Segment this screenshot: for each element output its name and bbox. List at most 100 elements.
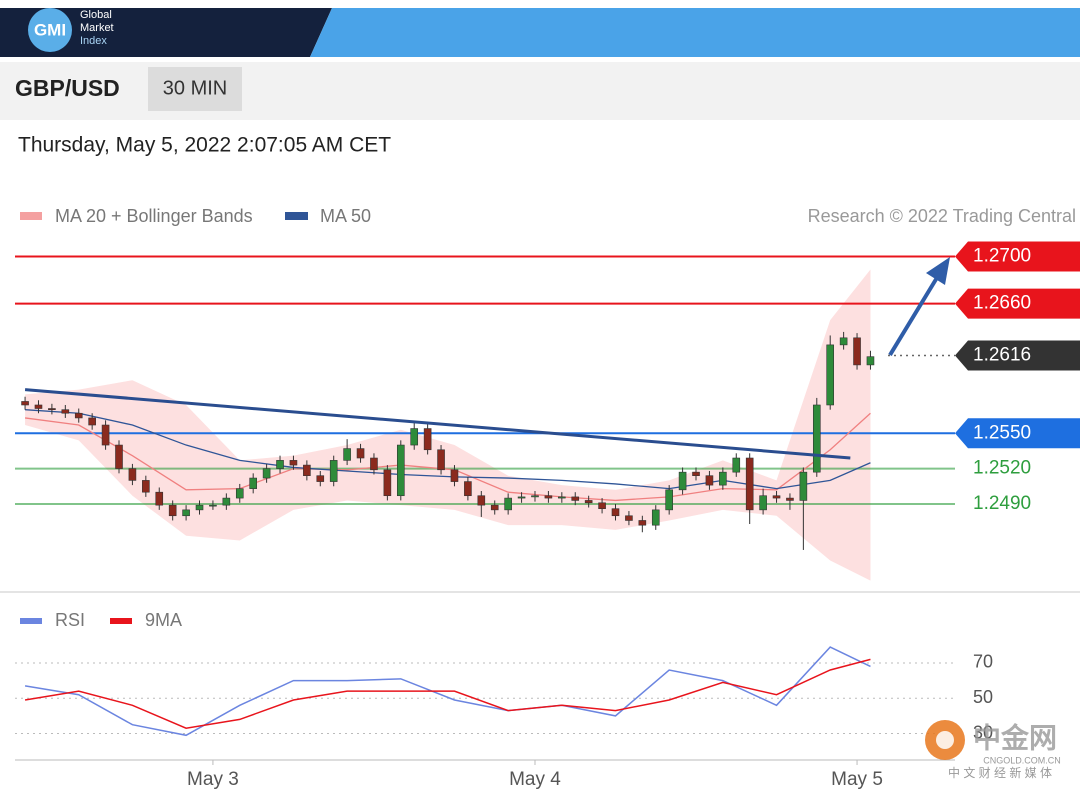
header-blue	[310, 8, 1080, 57]
candle-body	[705, 475, 714, 486]
candle-body	[21, 401, 29, 406]
candle-body	[115, 444, 123, 469]
candle-body	[437, 449, 445, 471]
candle-body	[396, 444, 405, 497]
candle-body	[88, 417, 96, 426]
candle-body	[504, 497, 512, 511]
level-box	[955, 418, 1080, 449]
candle-body	[235, 488, 244, 499]
y-tick-label: 70	[973, 652, 993, 672]
logo-circle	[28, 8, 72, 52]
timestamp: Thursday, May 5, 2022 2:07:05 AM CET	[18, 134, 391, 157]
candle-body	[625, 515, 633, 521]
watermark: CNGOLD.COM.CN	[983, 755, 1061, 765]
watermark-logo	[936, 731, 954, 749]
candle-body	[544, 495, 553, 499]
candle-body	[155, 491, 164, 506]
candle-body	[719, 471, 727, 486]
brand: Global	[80, 9, 112, 21]
candle-body	[853, 337, 861, 366]
series-line	[24, 658, 871, 730]
level-label: 1.2550	[973, 422, 1031, 443]
candle-body	[383, 469, 392, 497]
candle-body	[786, 497, 794, 501]
candle-body	[866, 356, 875, 366]
level-label: 1.2490	[973, 493, 1031, 514]
candle-body	[74, 412, 83, 419]
candle-body	[812, 404, 821, 473]
candle-body	[329, 460, 338, 482]
candle-body	[303, 464, 311, 476]
candle-body	[276, 460, 284, 469]
candle-body	[638, 520, 647, 526]
candle-body	[517, 496, 526, 499]
series-line	[24, 646, 871, 737]
candle-body	[249, 477, 257, 489]
candle-body	[584, 500, 593, 504]
x-tick-label: May 4	[509, 769, 561, 790]
y-tick-label: 50	[973, 687, 993, 707]
candle-body	[759, 495, 767, 511]
candle-body	[490, 504, 499, 511]
candle-body	[826, 344, 835, 406]
candle-body	[128, 468, 137, 481]
candle-body	[611, 508, 620, 517]
x-tick-label: May 3	[187, 769, 239, 790]
source: Research © 2022 Trading Central	[808, 206, 1076, 226]
candle-body	[370, 457, 378, 471]
candle-body	[772, 495, 781, 499]
candle-body	[839, 337, 848, 346]
level-box	[955, 288, 1080, 319]
candle-body	[209, 504, 217, 507]
header-dark	[0, 8, 332, 57]
candle-body	[316, 475, 325, 482]
candle-body	[745, 457, 754, 511]
candle-body	[732, 457, 741, 473]
candle-body	[289, 460, 298, 466]
candle-body	[692, 471, 700, 476]
price-chart: 1.2700 1.2660 1.2616 1.2550 1.2520 1.2490	[15, 241, 1080, 581]
legend-swatch	[285, 212, 308, 220]
candle-body	[195, 504, 204, 511]
candle-body	[558, 496, 566, 499]
candle-body	[531, 495, 539, 498]
legend-label: 9MA	[145, 610, 182, 630]
symbol: GBP/USD	[15, 75, 120, 101]
arrow-head	[926, 257, 950, 285]
candle-body	[598, 502, 606, 509]
timeframe-box[interactable]	[148, 67, 242, 111]
candle-body	[477, 495, 486, 506]
level-label: 1.2616	[973, 345, 1031, 366]
rsi-chart: 30 50 70 May 3 May 4 May 5	[15, 646, 993, 790]
candle-body	[61, 409, 70, 414]
timeframe[interactable]: 30 MIN	[163, 77, 227, 99]
candle-body	[651, 509, 660, 526]
candle-body	[665, 489, 673, 511]
candle-body	[678, 471, 687, 491]
bollinger-band	[25, 269, 871, 581]
candle-body	[356, 448, 365, 459]
candle-body	[182, 509, 190, 517]
legend-swatch	[20, 618, 42, 624]
x-tick-label: May 5	[831, 769, 883, 790]
brand: Index	[80, 35, 107, 47]
legend-label: MA 50	[320, 206, 371, 226]
logo: GMI	[34, 20, 66, 39]
legend-label: RSI	[55, 610, 85, 630]
level-label: 1.2520	[973, 458, 1031, 479]
candle-body	[142, 480, 150, 493]
level-box	[955, 241, 1080, 272]
arrow	[888, 274, 940, 357]
watermark: 中金网	[973, 721, 1057, 753]
legend-swatch	[110, 618, 132, 624]
y-tick-label: 30	[973, 722, 993, 742]
candle-body	[423, 428, 432, 451]
candle-body	[168, 504, 177, 517]
candle-body	[48, 408, 56, 410]
level-label: 1.2700	[973, 246, 1031, 267]
candle-body	[571, 496, 580, 501]
watermark: 中 文 财 经 新 媒 体	[948, 765, 1052, 780]
candle-body	[799, 471, 808, 501]
legend-swatch	[20, 212, 42, 220]
